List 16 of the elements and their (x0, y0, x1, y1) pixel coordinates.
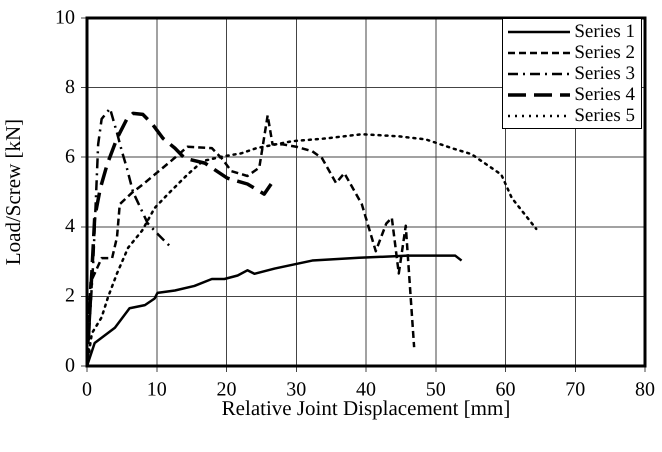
legend-label: Series 5 (574, 105, 635, 126)
legend-label: Series 1 (574, 21, 635, 42)
x-tick-label: 70 (565, 378, 586, 400)
y-tick-label: 0 (65, 354, 75, 376)
legend-label: Series 4 (574, 84, 635, 105)
y-tick-label: 2 (65, 284, 75, 307)
y-tick-label: 6 (65, 145, 75, 168)
x-tick-label: 0 (82, 378, 92, 400)
x-tick-label: 10 (146, 378, 167, 400)
y-tick-label: 4 (65, 215, 75, 238)
x-tick-label: 80 (635, 378, 655, 400)
y-tick-label: 10 (55, 6, 75, 28)
legend-label: Series 3 (574, 63, 635, 84)
y-tick-label: 8 (65, 76, 75, 98)
y-axis-title: Load/Screw [kN] (1, 118, 26, 266)
legend-label: Series 2 (574, 42, 635, 63)
